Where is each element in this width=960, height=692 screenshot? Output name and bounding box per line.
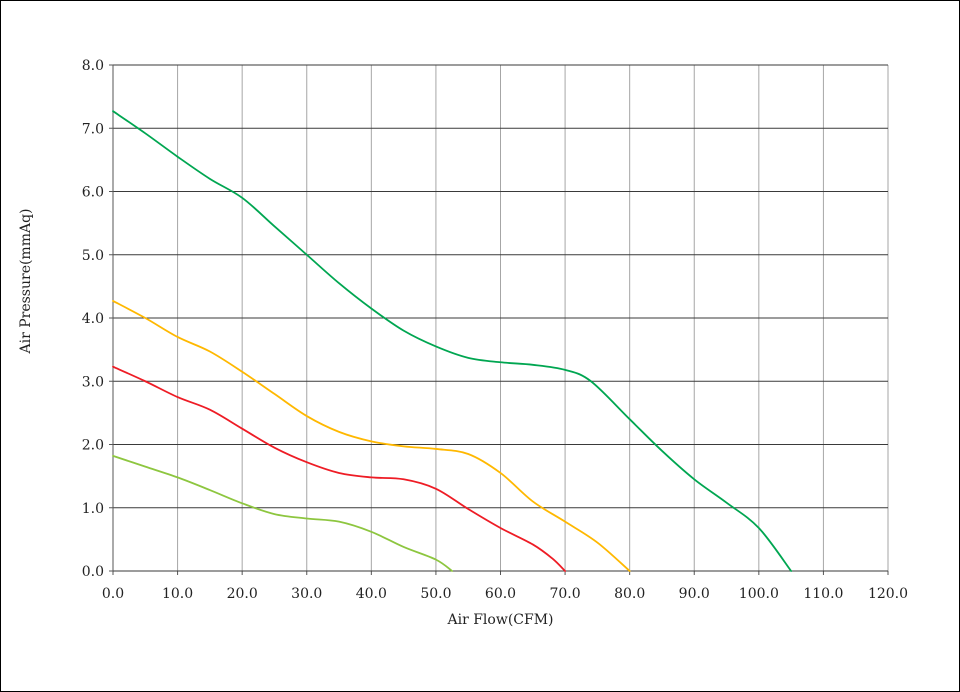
- x-tick-label: 50.0: [420, 586, 451, 602]
- x-tick-label: 40.0: [356, 586, 387, 602]
- x-tick-label: 60.0: [485, 586, 516, 602]
- tick-labels: 0.0 10.0 20.0 30.0 40.0 50.0 60.0 70.0 80.0 90.0 1…: [82, 58, 908, 602]
- series-line-1: [112, 110, 793, 572]
- y-tick-label: 4.0: [82, 311, 104, 327]
- y-tick-label: 0.0: [82, 564, 104, 580]
- y-axis-label: Air Pressure(mmAq): [18, 208, 34, 354]
- x-axis-label: Air Flow(CFM): [446, 612, 553, 628]
- x-tick-label: 80.0: [614, 586, 645, 602]
- y-tick-label: 6.0: [82, 185, 104, 201]
- y-tick-label: 2.0: [82, 438, 104, 454]
- x-tick-label: 10.0: [162, 586, 193, 602]
- series-line-4: [112, 454, 453, 572]
- y-tick-label: 5.0: [82, 248, 104, 264]
- x-tick-label: 100.0: [739, 586, 779, 602]
- x-tick-label: 70.0: [549, 586, 580, 602]
- x-tick-label: 110.0: [803, 586, 843, 602]
- series-line-3: [112, 365, 566, 572]
- y-tick-label: 1.0: [82, 501, 104, 517]
- grid: [109, 64, 889, 575]
- x-tick-label: 120.0: [868, 586, 908, 602]
- series-lines: [112, 110, 793, 572]
- x-tick-label: 20.0: [227, 586, 258, 602]
- series-line-2: [112, 300, 631, 572]
- x-tick-label: 90.0: [679, 586, 710, 602]
- y-tick-label: 3.0: [82, 374, 104, 390]
- x-tick-label: 30.0: [291, 586, 322, 602]
- y-tick-label: 7.0: [82, 121, 104, 137]
- x-tick-label: 0.0: [102, 586, 124, 602]
- y-tick-label: 8.0: [82, 58, 104, 74]
